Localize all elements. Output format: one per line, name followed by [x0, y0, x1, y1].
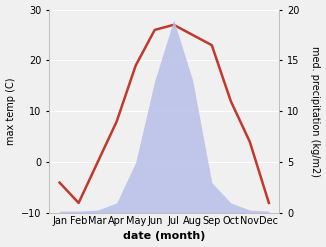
Y-axis label: med. precipitation (kg/m2): med. precipitation (kg/m2) [310, 46, 320, 177]
Y-axis label: max temp (C): max temp (C) [6, 78, 16, 145]
X-axis label: date (month): date (month) [123, 231, 205, 242]
